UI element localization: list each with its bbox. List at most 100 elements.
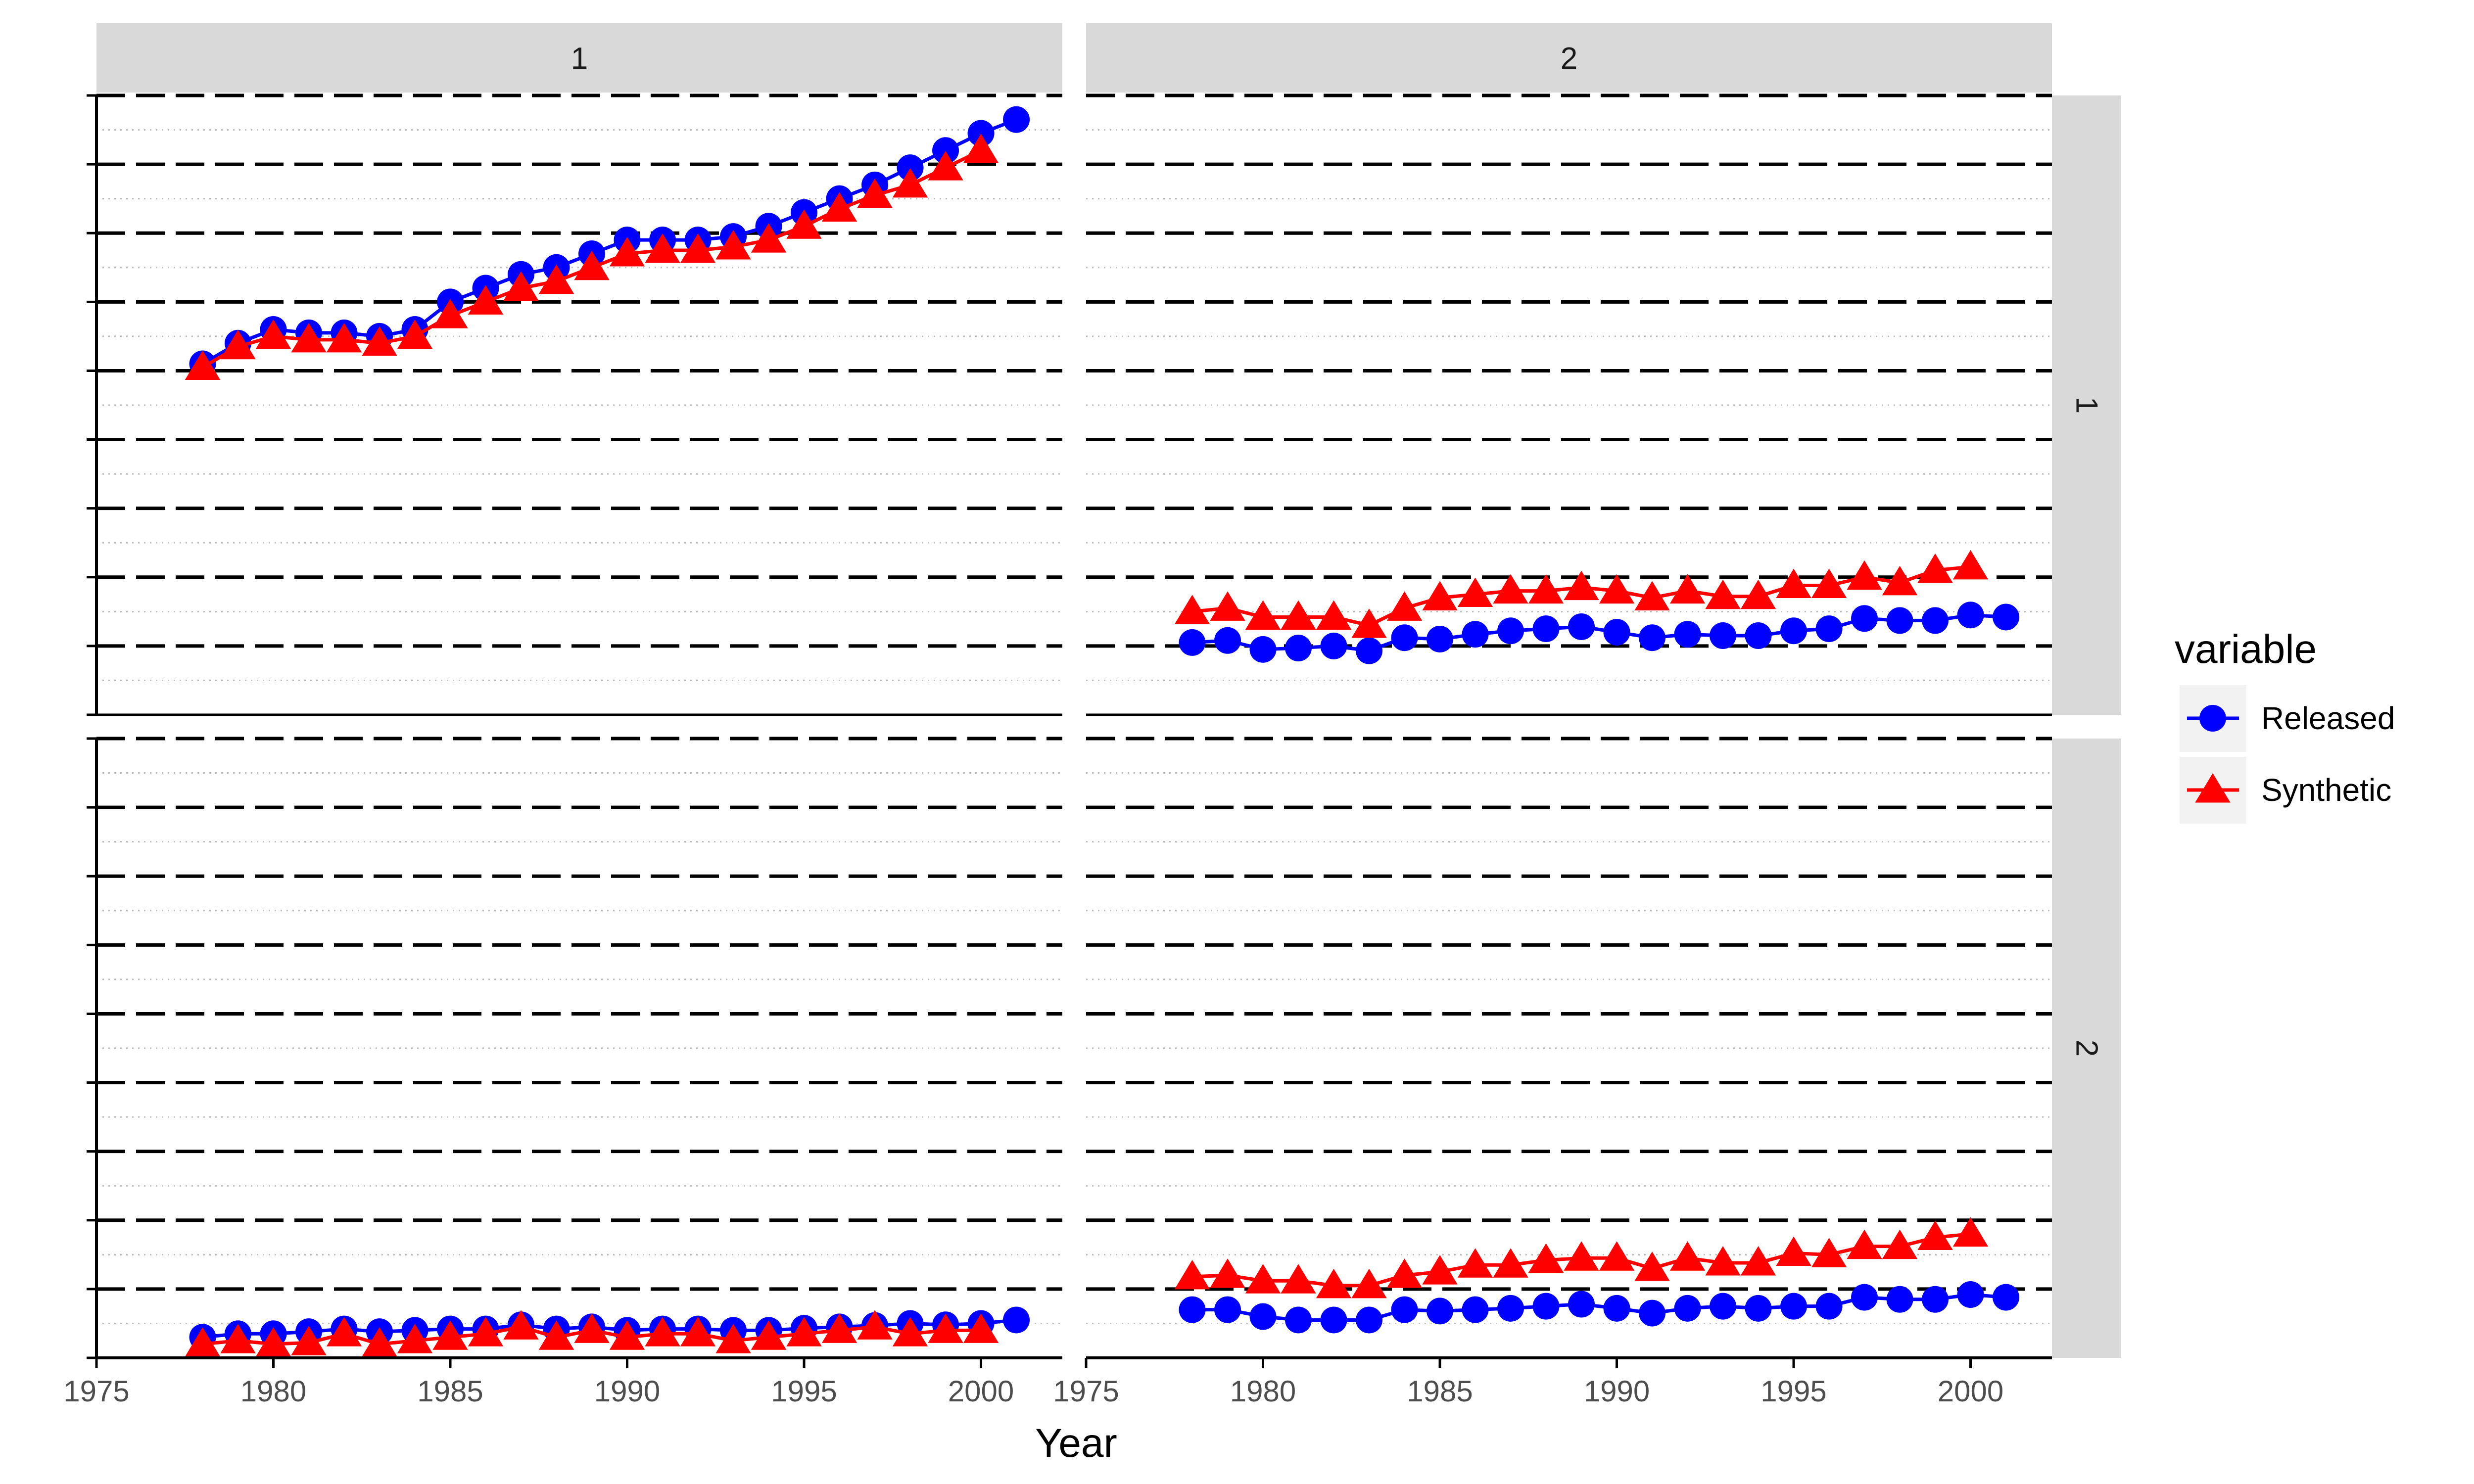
data-point-synthetic (1316, 1268, 1352, 1298)
data-point-released (1462, 621, 1489, 648)
data-point-released (1285, 635, 1312, 662)
data-point-synthetic (255, 1327, 291, 1357)
data-point-synthetic (1174, 1259, 1210, 1290)
data-point-released (1603, 619, 1630, 646)
data-point-released (1249, 636, 1277, 663)
strip-background (2052, 739, 2121, 1358)
data-point-synthetic (1847, 560, 1882, 590)
data-point-synthetic (1952, 1217, 1989, 1247)
data-point-synthetic (892, 168, 928, 198)
data-point-synthetic (1882, 565, 1918, 596)
data-point-synthetic (362, 326, 397, 356)
legend-label: Synthetic (2261, 772, 2391, 808)
data-point-synthetic (468, 1317, 504, 1346)
strip-background (96, 23, 1062, 93)
data-point-synthetic (1245, 600, 1281, 630)
data-point-synthetic (1174, 595, 1210, 624)
x-tick-label: 1995 (1760, 1375, 1826, 1408)
data-point-released (1639, 1299, 1666, 1327)
data-point-synthetic (1669, 574, 1706, 604)
data-point-synthetic (362, 1327, 397, 1357)
data-point-synthetic (1351, 608, 1387, 638)
panel-2-2 (1086, 737, 2052, 1334)
data-point-synthetic (574, 1313, 610, 1343)
data-point-released (1993, 1284, 2020, 1311)
data-point-synthetic (1634, 1252, 1670, 1281)
data-point-synthetic (574, 250, 610, 280)
data-point-released (967, 120, 995, 147)
data-point-released (1780, 1293, 1808, 1320)
data-point-synthetic (255, 319, 291, 349)
data-point-synthetic (326, 323, 362, 353)
strip-label: 1 (2070, 397, 2104, 414)
x-tick-label: 1975 (1053, 1375, 1119, 1408)
data-point-released (932, 137, 959, 164)
data-point-synthetic (291, 323, 327, 353)
data-point-synthetic (821, 192, 857, 222)
legend-label: Released (2261, 700, 2395, 736)
data-point-released (1532, 615, 1560, 643)
data-point-synthetic (432, 299, 468, 328)
legend-key-triangle (2195, 773, 2231, 803)
data-point-synthetic (1351, 1268, 1387, 1298)
data-point-released (1886, 607, 1913, 634)
x-axis-col-2: 1975 1980 1985 1990 1995 2000 (1053, 1356, 2052, 1408)
data-point-synthetic (609, 1320, 645, 1350)
data-point-synthetic (1776, 1236, 1811, 1266)
panel-2-1 (1086, 93, 2052, 716)
data-point-released (1922, 1286, 1949, 1313)
legend-item-synthetic: Synthetic (2180, 757, 2391, 824)
data-point-synthetic (928, 151, 963, 181)
legend: variable Released Synthetic (2175, 627, 2395, 824)
data-point-synthetic (1210, 1258, 1245, 1288)
data-point-released (1285, 1306, 1312, 1334)
data-point-released (1851, 605, 1878, 632)
data-point-synthetic (1634, 581, 1670, 611)
data-point-released (1710, 1293, 1737, 1320)
data-point-released (1815, 1293, 1843, 1320)
data-point-synthetic (432, 1320, 468, 1350)
data-point-synthetic (1917, 553, 1953, 583)
data-point-synthetic (1316, 600, 1352, 630)
data-point-released (1391, 1296, 1418, 1323)
data-point-synthetic (786, 209, 822, 239)
series-line-released (201, 118, 1017, 366)
column-strip-1: 1 (96, 23, 1062, 93)
data-point-released (1427, 1298, 1454, 1325)
data-point-synthetic (503, 1310, 539, 1340)
data-point-released (1780, 617, 1808, 645)
x-tick-label: 1990 (594, 1375, 660, 1408)
strip-background (2052, 95, 2121, 715)
x-tick-label: 1985 (417, 1375, 483, 1408)
data-point-synthetic (928, 1313, 963, 1343)
strip-label: 2 (1561, 42, 1577, 76)
data-point-synthetic (1422, 1255, 1458, 1285)
x-tick-label: 1985 (1407, 1375, 1473, 1408)
data-point-released (1214, 1296, 1241, 1323)
legend-item-released: Released (2180, 685, 2395, 752)
data-point-synthetic (715, 230, 751, 260)
x-tick-label: 1995 (771, 1375, 837, 1408)
data-point-synthetic (1528, 574, 1564, 604)
legend-key-circle (2199, 705, 2226, 732)
strip-label: 2 (2070, 1040, 2104, 1057)
data-point-released (1674, 621, 1701, 648)
data-point-synthetic (1599, 574, 1635, 604)
data-point-released (1710, 622, 1737, 649)
x-tick-label: 2000 (948, 1375, 1014, 1408)
data-point-synthetic (185, 1327, 221, 1357)
data-point-synthetic (1705, 1246, 1741, 1276)
data-point-synthetic (751, 223, 787, 253)
data-point-synthetic (1740, 1246, 1776, 1276)
strip-background (1086, 23, 2052, 93)
data-point-synthetic (1422, 581, 1458, 611)
data-point-synthetic (1493, 574, 1528, 604)
row-strip-2: 2 (2052, 739, 2121, 1358)
facet-strips: 1 2 1 2 (96, 23, 2121, 1358)
data-point-synthetic (1599, 1241, 1635, 1271)
data-point-synthetic (1281, 1264, 1316, 1294)
data-point-released (1568, 613, 1595, 640)
data-point-released (1957, 602, 1984, 629)
data-point-released (1886, 1286, 1913, 1313)
